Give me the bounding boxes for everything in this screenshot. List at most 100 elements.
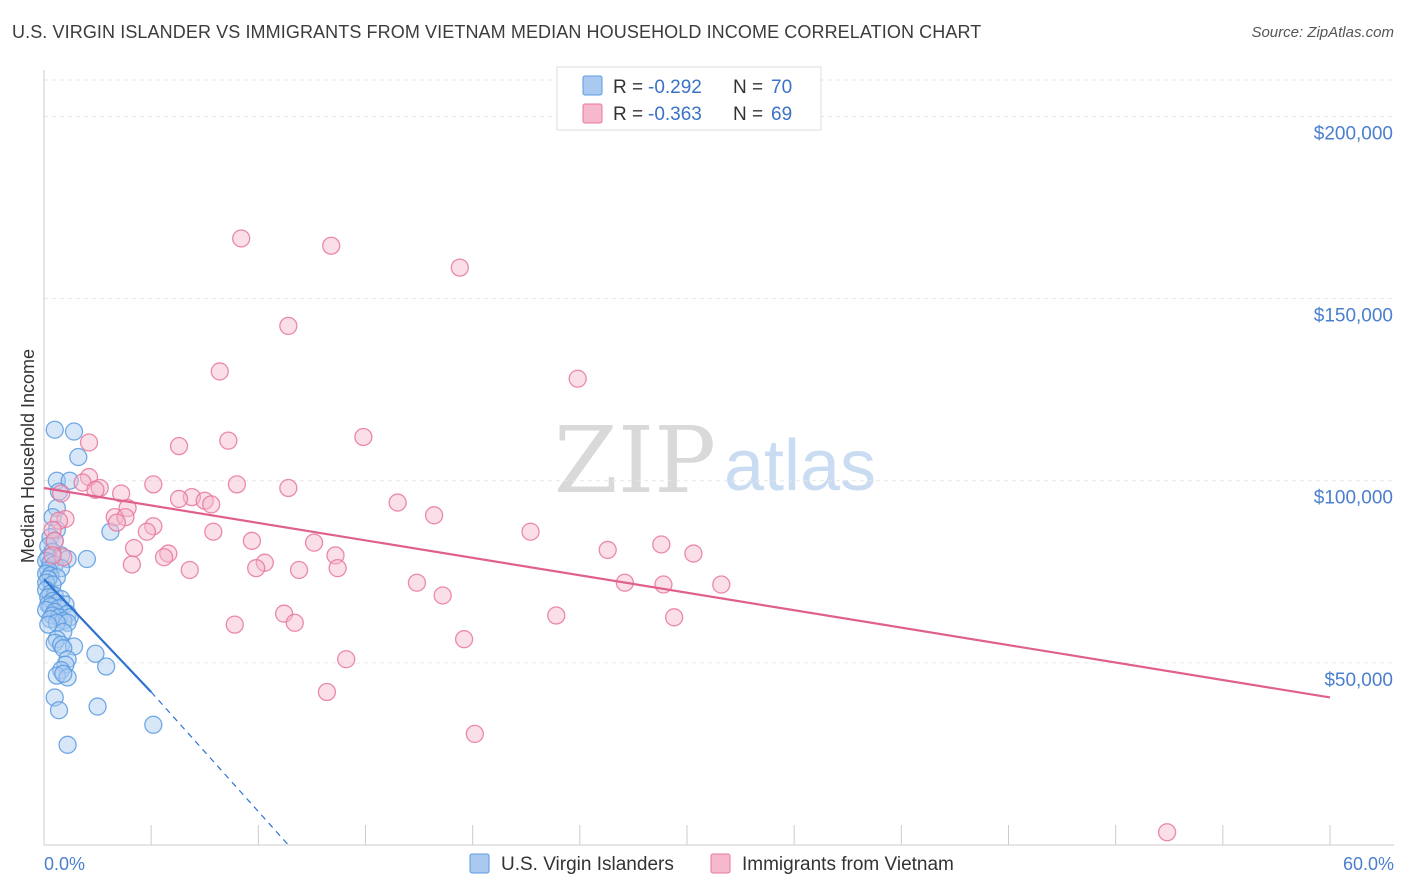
chart-title: U.S. VIRGIN ISLANDER VS IMMIGRANTS FROM … <box>12 22 982 42</box>
vietnam-point <box>354 427 373 447</box>
vietnam-point <box>1157 823 1177 842</box>
vietnam-point <box>154 548 174 567</box>
virgin-islanders-point <box>77 549 97 569</box>
vietnam-point <box>43 546 62 565</box>
vietnam-point <box>652 535 671 554</box>
vietnam-point <box>712 575 731 594</box>
y-tick-label: $200,000 <box>1314 123 1393 144</box>
legend-n-label-2: N = <box>733 104 763 125</box>
virgin-islanders-point <box>49 701 69 720</box>
vietnam-point <box>328 558 347 578</box>
virgin-islanders-point <box>144 715 163 734</box>
legend-label-virgin-islanders: U.S. Virgin Islanders <box>501 854 674 875</box>
axes <box>43 70 1394 846</box>
virgin-islanders-point <box>69 447 88 467</box>
virgin-islanders-trend-line <box>43 578 152 693</box>
legend-n-value-2: 69 <box>771 104 792 125</box>
vietnam-point <box>407 573 427 592</box>
stats-legend: R = -0.292 N = 70 R = -0.363 N = 69 <box>556 66 822 131</box>
vietnam-point <box>225 615 244 634</box>
vietnam-point <box>279 316 298 336</box>
legend-swatch-virgin-islanders <box>469 853 490 874</box>
vietnam-point <box>86 480 105 499</box>
vietnam-point <box>547 606 566 625</box>
legend-swatch-blue <box>582 75 603 96</box>
vietnam-point <box>279 478 298 498</box>
vietnam-point <box>242 531 262 550</box>
virgin-islanders-point <box>54 664 73 683</box>
vietnam-point <box>180 560 199 580</box>
vietnam-point <box>450 258 469 277</box>
vietnam-point <box>568 369 587 388</box>
vietnam-point <box>232 229 251 248</box>
x-tick-label-max: 60.0% <box>1343 854 1394 874</box>
virgin-islanders-point <box>64 422 84 441</box>
vietnam-point <box>124 538 144 558</box>
virgin-islanders-point <box>88 697 107 716</box>
watermark-atlas: atlas <box>724 426 876 506</box>
vietnam-point <box>210 362 229 381</box>
legend-n-value-1: 70 <box>771 77 792 98</box>
legend-swatch-vietnam <box>710 853 731 874</box>
vietnam-point <box>454 630 474 649</box>
legend-n-label-1: N = <box>733 77 763 98</box>
vietnam-point <box>521 522 540 541</box>
virgin-islanders-point <box>101 522 120 541</box>
vietnam-point <box>49 511 69 530</box>
y-tick-label: $150,000 <box>1314 306 1393 327</box>
vietnam-point <box>56 509 75 529</box>
x-tick-label-min: 0.0% <box>44 854 85 874</box>
virgin-islanders-point <box>45 420 64 439</box>
virgin-islanders-point <box>39 615 58 634</box>
vietnam-point <box>598 540 617 560</box>
vietnam-point <box>433 586 452 605</box>
vietnam-point <box>285 613 304 632</box>
legend-r-label-2: R = <box>613 104 643 125</box>
legend-swatch-pink <box>582 103 603 124</box>
watermark-zip: ZIP <box>554 407 716 514</box>
vietnam-point <box>227 475 247 494</box>
source-credit: Source: ZipAtlas.com <box>1251 24 1394 41</box>
vietnam-point <box>219 431 238 450</box>
vietnam-point <box>317 682 337 702</box>
vietnam-point <box>289 560 309 580</box>
vietnam-point <box>684 544 703 563</box>
series-legend: U.S. Virgin Islanders Immigrants from Vi… <box>469 853 954 875</box>
vietnam-point <box>304 533 324 552</box>
x-tick-marks <box>150 825 1331 845</box>
series-vietnam-points <box>43 229 1177 842</box>
vietnam-point <box>247 558 266 578</box>
vietnam-point <box>51 484 71 503</box>
vietnam-point <box>144 475 163 494</box>
legend-r-label-1: R = <box>613 77 643 98</box>
legend-r-value-2: -0.363 <box>648 104 702 125</box>
virgin-islanders-point <box>58 613 77 632</box>
vietnam-point <box>664 608 684 627</box>
vietnam-point <box>424 506 444 525</box>
y-axis-label: Median Household Income <box>18 349 38 563</box>
vietnam-trend-line <box>43 486 1331 699</box>
vietnam-point <box>337 650 356 669</box>
vietnam-point <box>204 522 223 541</box>
virgin-islanders-trend-extension <box>150 691 289 846</box>
vietnam-point <box>465 724 484 744</box>
vietnam-point <box>388 493 407 512</box>
vietnam-point <box>122 555 142 574</box>
vietnam-point <box>43 520 62 540</box>
legend-label-vietnam: Immigrants from Vietnam <box>742 854 954 875</box>
vietnam-point <box>202 495 221 514</box>
vietnam-point <box>169 489 189 509</box>
virgin-islanders-point <box>58 735 77 754</box>
y-tick-labels: $50,000 $100,000 $150,000 $200,000 <box>1314 123 1393 690</box>
series-virgin-islanders-points <box>36 420 163 754</box>
vietnam-point <box>137 522 157 541</box>
y-tick-label: $100,000 <box>1314 488 1393 509</box>
virgin-islanders-point <box>86 644 105 663</box>
vietnam-point <box>79 433 99 452</box>
vietnam-point <box>322 236 341 255</box>
gridlines <box>44 79 1394 664</box>
y-tick-label: $50,000 <box>1324 670 1393 691</box>
vietnam-point <box>107 513 127 532</box>
vietnam-point <box>169 436 189 456</box>
